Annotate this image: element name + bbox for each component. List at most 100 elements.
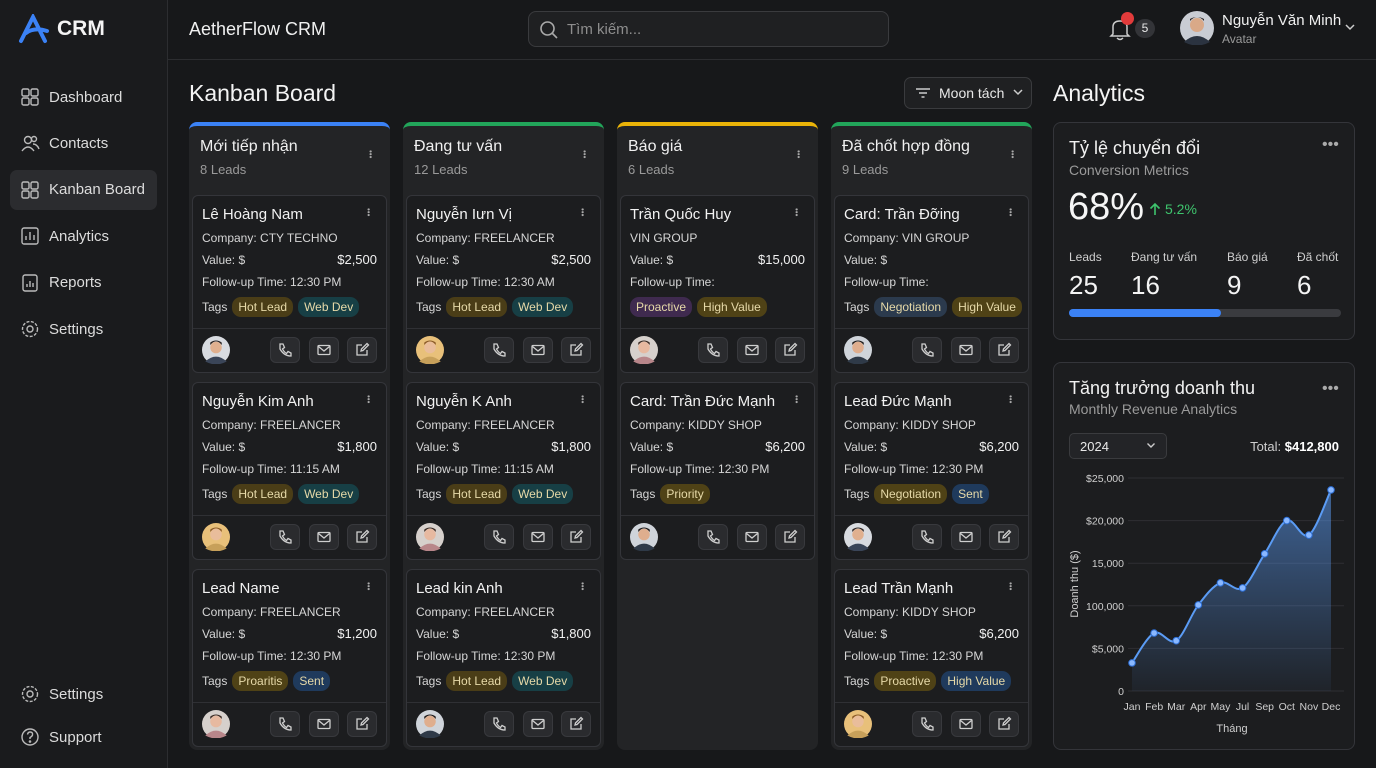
lead-card[interactable]: Nguyễn Iưn Vị ••• Company: FREELANCER Value… <box>406 195 601 373</box>
action-button[interactable] <box>950 711 981 737</box>
lead-card[interactable]: Trần Quốc Huy ••• VIN GROUP Value: $ $15,000… <box>620 195 815 373</box>
action-button[interactable] <box>912 711 942 737</box>
action-button[interactable] <box>270 524 300 550</box>
icon <box>493 717 506 731</box>
followup-time: Follow-up Time: 12:30 PM <box>202 275 342 289</box>
action-button[interactable] <box>270 711 300 737</box>
card-menu[interactable]: ••• <box>1006 208 1015 217</box>
card-menu[interactable]: ••• <box>578 582 587 591</box>
column-menu[interactable]: ••• <box>580 150 589 159</box>
action-button[interactable] <box>347 524 377 550</box>
user-menu-chevron[interactable] <box>1344 23 1356 33</box>
column-count: 12 Leads <box>414 162 468 177</box>
action-button[interactable] <box>989 337 1019 363</box>
column-menu[interactable]: ••• <box>1008 150 1017 159</box>
card-menu[interactable]: ••• <box>792 395 801 404</box>
action-button[interactable] <box>308 711 339 737</box>
card-menu[interactable]: ••• <box>792 208 801 217</box>
bell-icon[interactable] <box>1109 17 1131 41</box>
card-menu[interactable]: ••• <box>1006 582 1015 591</box>
nav-item[interactable]: Analytics <box>10 216 157 256</box>
action-button[interactable] <box>270 337 300 363</box>
icon-part <box>784 531 796 543</box>
lead-card[interactable]: Card: Trần Đỡing ••• Company: VIN GROUP Val… <box>834 195 1029 373</box>
action-button[interactable] <box>522 524 553 550</box>
action-button[interactable] <box>347 337 377 363</box>
action-button[interactable] <box>950 524 981 550</box>
filter-button[interactable]: Moon tách <box>904 77 1032 109</box>
nav-item[interactable]: Dashboard <box>10 77 157 117</box>
action-button[interactable] <box>698 524 728 550</box>
action-button[interactable] <box>736 524 767 550</box>
data-point <box>1282 516 1291 525</box>
action-button[interactable] <box>484 711 514 737</box>
action-button[interactable] <box>308 524 339 550</box>
lead-company: Company: KIDDY SHOP <box>844 418 976 432</box>
card-menu[interactable]: ••• <box>364 208 373 217</box>
lead-card[interactable]: Lead Đức Mạnh ••• Company: KIDDY SHOP Value… <box>834 382 1029 560</box>
column-menu[interactable]: ••• <box>794 150 803 159</box>
action-button[interactable] <box>561 524 591 550</box>
action-button[interactable] <box>308 337 339 363</box>
action-button[interactable] <box>484 337 514 363</box>
nav-item[interactable]: Contacts <box>10 123 157 163</box>
action-button[interactable] <box>912 337 942 363</box>
icon-part <box>279 343 292 357</box>
action-button[interactable] <box>950 337 981 363</box>
lead-card[interactable]: Lê Hoàng Nam ••• Company: CTY TECHNO Value:… <box>192 195 387 373</box>
action-button[interactable] <box>736 337 767 363</box>
icon <box>21 728 39 746</box>
icon-part <box>921 717 934 731</box>
action-button[interactable] <box>989 524 1019 550</box>
lead-card[interactable]: Lead Name ••• Company: FREELANCER Value: $ $… <box>192 569 387 747</box>
action-button[interactable] <box>775 524 805 550</box>
icon-part <box>21 146 35 152</box>
lead-card[interactable]: Lead Trần Mạnh ••• Company: KIDDY SHOP Valu… <box>834 569 1029 747</box>
card-menu[interactable]: ••• <box>364 582 373 591</box>
action-button[interactable] <box>989 711 1019 737</box>
card-menu[interactable]: ••• <box>364 395 373 404</box>
nav-item[interactable]: Settings <box>10 309 157 349</box>
kanban-column: Báo giá 6 Leads ••• Trần Quốc Huy ••• VIN GRO… <box>617 122 818 750</box>
more-menu[interactable]: ••• <box>1322 380 1339 397</box>
card-menu[interactable]: ••• <box>1006 395 1015 404</box>
y-tick-label: $25,000 <box>1086 473 1124 485</box>
action-button[interactable] <box>484 524 514 550</box>
nav-item[interactable]: Reports <box>10 263 157 303</box>
icon-part <box>21 88 30 97</box>
action-button[interactable] <box>775 337 805 363</box>
action-button[interactable] <box>347 711 377 737</box>
nav-item[interactable]: Kanban Board <box>10 169 157 210</box>
search-icon <box>540 21 558 39</box>
more-menu[interactable]: ••• <box>1322 136 1339 153</box>
card-menu[interactable]: ••• <box>578 395 587 404</box>
user-avatar[interactable] <box>1180 11 1214 45</box>
action-button[interactable] <box>522 711 553 737</box>
card-menu[interactable]: ••• <box>578 208 587 217</box>
search-box[interactable]: Tìm kiếm... <box>528 11 889 47</box>
kanban-column: Đã chốt hợp đồng 9 Leads ••• Card: Trần Đỡi… <box>831 122 1032 750</box>
action-button[interactable] <box>561 337 591 363</box>
lead-company: Company: FREELANCER <box>416 605 555 619</box>
lead-company: Company: KIDDY SHOP <box>630 418 762 432</box>
action-button[interactable] <box>561 711 591 737</box>
icon-part <box>638 527 650 533</box>
lead-card[interactable]: Card: Trần Đức Mạnh ••• Company: KIDDY SHO… <box>620 382 815 560</box>
lead-card[interactable]: Lead kin Anh ••• Company: FREELANCER Value:… <box>406 569 601 747</box>
lead-card[interactable]: Nguyễn K Anh ••• Company: FREELANCER Value:… <box>406 382 601 560</box>
value-label: Value: $ <box>202 627 246 641</box>
year-select[interactable]: 2024 <box>1069 433 1167 459</box>
column-menu[interactable]: ••• <box>366 150 375 159</box>
contact-avatar <box>416 336 444 365</box>
icon-part <box>788 342 798 352</box>
action-button[interactable] <box>698 337 728 363</box>
icon-part <box>530 718 545 730</box>
tag: High Value <box>952 297 1022 317</box>
icon-part <box>745 532 758 539</box>
nav-item[interactable]: Support <box>10 717 157 757</box>
nav-item[interactable]: Settings <box>10 674 157 714</box>
action-button[interactable] <box>522 337 553 363</box>
lead-card[interactable]: Nguyễn Kim Anh ••• Company: FREELANCER Valu… <box>192 382 387 560</box>
action-button[interactable] <box>912 524 942 550</box>
logo-text: CRM <box>57 17 105 40</box>
